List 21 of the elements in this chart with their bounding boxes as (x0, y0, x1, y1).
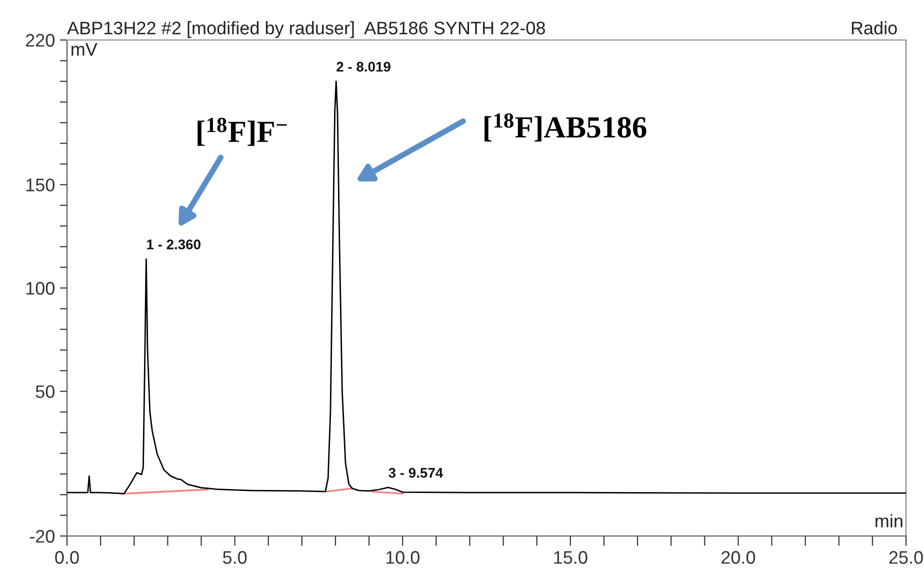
annotation: 3 - 9.574 (388, 468, 444, 478)
y-axis-title: mV (72, 43, 98, 56)
annotation: 2 - 8.019 (336, 62, 390, 72)
annotation: [$^{18}$F]AB5186 (484, 113, 646, 142)
chart-subtitle: Radio (852, 21, 897, 34)
y-tick-label: 220 (26, 34, 54, 47)
x-axis-title: min (876, 514, 902, 528)
y-tick-label: 150 (26, 178, 54, 192)
chart-title: ABP13H22 #2 [modified by raduser] AB5186 SYNTH 22-08 (67, 21, 545, 38)
x-tick-label: 15.0 (554, 551, 588, 564)
annotation: 1 - 2.360 (147, 240, 200, 250)
x-tick-label: 10.0 (386, 551, 420, 564)
y-tick-label: 100 (26, 282, 54, 295)
x-tick-label: 5.0 (222, 551, 247, 564)
annotation: [$^{18}$F]F$^{−}$ (198, 118, 287, 146)
line-series (67, 80, 906, 494)
x-tick-label: 0.0 (55, 551, 79, 564)
x-tick-label: 25.0 (889, 551, 923, 564)
x-tick-label: 20.0 (722, 551, 756, 564)
y-tick-label: 50 (36, 385, 54, 398)
y-tick-label: -20 (30, 530, 54, 543)
